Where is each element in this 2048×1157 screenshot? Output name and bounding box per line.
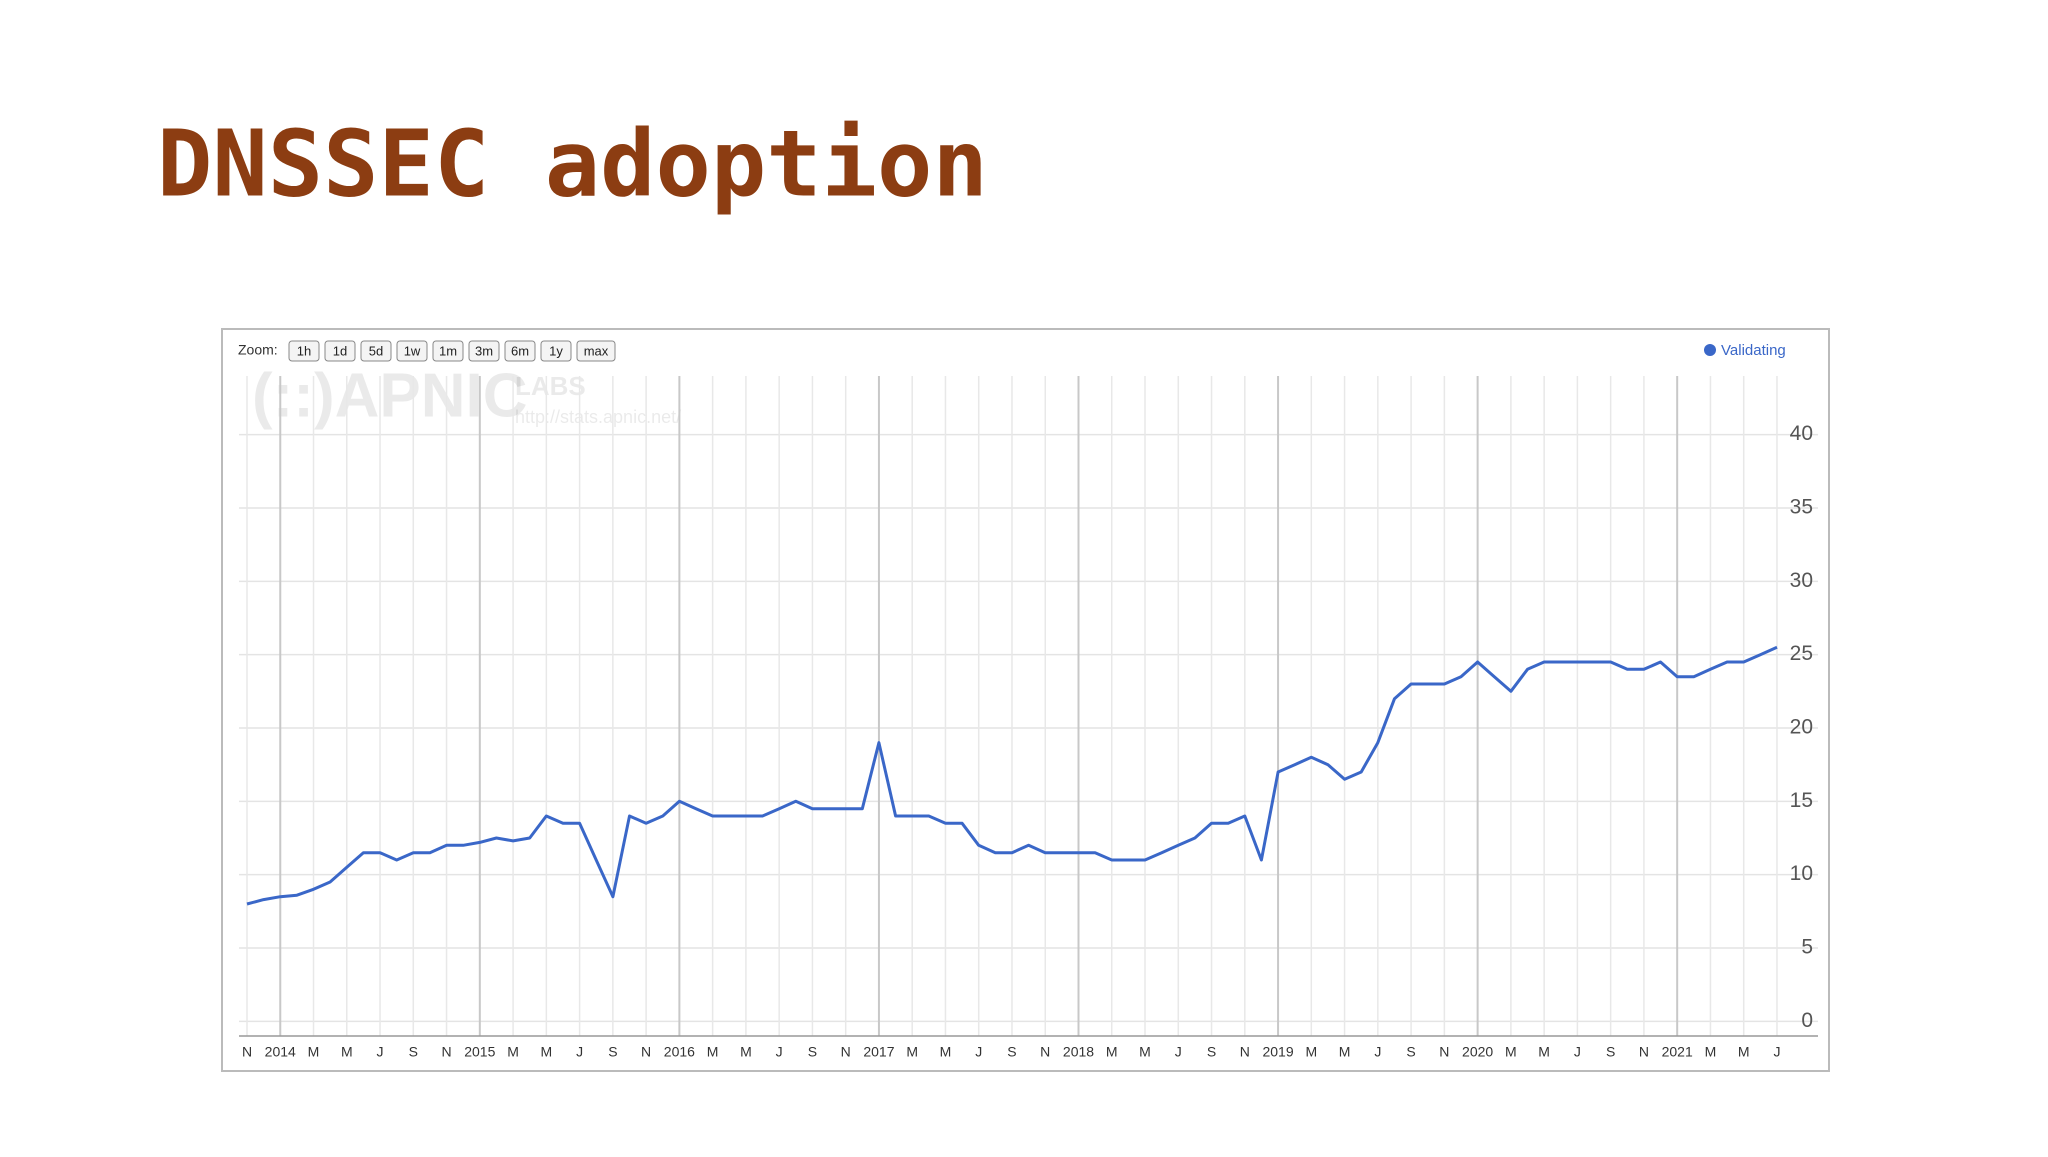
x-tick-label: 2019	[1262, 1044, 1293, 1060]
x-tick-label: M	[1139, 1044, 1151, 1060]
zoom-button-label[interactable]: 5d	[369, 343, 383, 358]
zoom-button-label[interactable]: 6m	[511, 343, 529, 358]
zoom-button[interactable]	[288, 340, 320, 362]
x-tick-label: M	[1738, 1044, 1750, 1060]
x-tick-label: 2014	[265, 1044, 296, 1060]
zoom-button-label[interactable]: 1w	[404, 343, 421, 358]
y-tick-label: 15	[1790, 789, 1813, 812]
x-tick-label: S	[608, 1044, 617, 1060]
x-tick-label: M	[1705, 1044, 1717, 1060]
x-tick-label: M	[740, 1044, 752, 1060]
zoom-button-label[interactable]: 1h	[297, 343, 311, 358]
y-tick-label: 0	[1801, 1009, 1813, 1032]
zoom-button-label[interactable]: 3m	[475, 343, 493, 358]
x-tick-label: S	[1606, 1044, 1615, 1060]
x-tick-label: M	[507, 1044, 519, 1060]
x-tick-label: 2015	[464, 1044, 495, 1060]
x-tick-label: J	[975, 1044, 982, 1060]
zoom-label: Zoom:	[238, 342, 278, 358]
x-tick-label: N	[641, 1044, 651, 1060]
x-tick-label: M	[707, 1044, 719, 1060]
x-tick-label: N	[441, 1044, 451, 1060]
data-line	[246, 645, 1778, 906]
x-tick-label: M	[1305, 1044, 1317, 1060]
x-tick-label: N	[841, 1044, 851, 1060]
chart-frame	[221, 328, 1830, 1072]
x-tick-label: M	[1505, 1044, 1517, 1060]
x-tick-label: N	[1439, 1044, 1449, 1060]
zoom-button[interactable]	[540, 340, 572, 362]
zoom-button[interactable]	[504, 340, 536, 362]
x-tick-label: N	[1240, 1044, 1250, 1060]
x-tick-label: M	[940, 1044, 952, 1060]
watermark-url: http://stats.apnic.net/	[515, 407, 681, 427]
zoom-button-label[interactable]: 1d	[333, 343, 347, 358]
y-tick-label: 10	[1790, 862, 1813, 885]
x-tick-label: N	[1639, 1044, 1649, 1060]
watermark-labs: LABS	[515, 371, 586, 401]
x-tick-label: 2016	[664, 1044, 695, 1060]
zoom-button[interactable]	[396, 340, 428, 362]
x-tick-label: S	[409, 1044, 418, 1060]
x-tick-label: 2018	[1063, 1044, 1094, 1060]
zoom-button-label[interactable]: 1y	[549, 343, 563, 358]
legend-marker	[1704, 344, 1716, 356]
x-tick-label: J	[377, 1044, 384, 1060]
zoom-button[interactable]	[468, 340, 500, 362]
y-tick-label: 35	[1790, 496, 1813, 519]
x-tick-label: M	[541, 1044, 553, 1060]
x-tick-label: J	[1374, 1044, 1381, 1060]
x-tick-label: M	[1339, 1044, 1351, 1060]
y-tick-label: 5	[1801, 936, 1813, 959]
x-tick-label: J	[1175, 1044, 1182, 1060]
x-tick-label: M	[906, 1044, 918, 1060]
x-tick-label: M	[341, 1044, 353, 1060]
zoom-button[interactable]	[324, 340, 356, 362]
x-tick-label: M	[1538, 1044, 1550, 1060]
x-tick-label: 2020	[1462, 1044, 1493, 1060]
x-tick-label: S	[1207, 1044, 1216, 1060]
x-tick-label: N	[1040, 1044, 1050, 1060]
y-tick-label: 40	[1790, 422, 1813, 445]
y-tick-label: 20	[1790, 716, 1813, 739]
zoom-button-label[interactable]: 1m	[439, 343, 457, 358]
watermark-logo: (::)APNIC	[252, 361, 528, 430]
zoom-button-label[interactable]: max	[584, 343, 609, 358]
slide-title: DNSSEC adoption	[157, 110, 988, 217]
legend-label: Validating	[1721, 342, 1786, 359]
x-tick-label: N	[242, 1044, 252, 1060]
x-tick-label: S	[808, 1044, 817, 1060]
x-tick-label: 2017	[863, 1044, 894, 1060]
x-tick-label: J	[776, 1044, 783, 1060]
zoom-button[interactable]	[576, 340, 616, 362]
x-tick-label: M	[308, 1044, 320, 1060]
x-tick-label: J	[576, 1044, 583, 1060]
x-tick-label: S	[1007, 1044, 1016, 1060]
y-tick-label: 30	[1790, 569, 1813, 592]
zoom-button[interactable]	[432, 340, 464, 362]
x-tick-label: S	[1406, 1044, 1415, 1060]
zoom-button[interactable]	[360, 340, 392, 362]
y-tick-label: 25	[1790, 642, 1813, 665]
x-tick-label: J	[1574, 1044, 1581, 1060]
x-tick-label: 2021	[1662, 1044, 1693, 1060]
x-tick-label: J	[1773, 1044, 1780, 1060]
x-tick-label: M	[1106, 1044, 1118, 1060]
